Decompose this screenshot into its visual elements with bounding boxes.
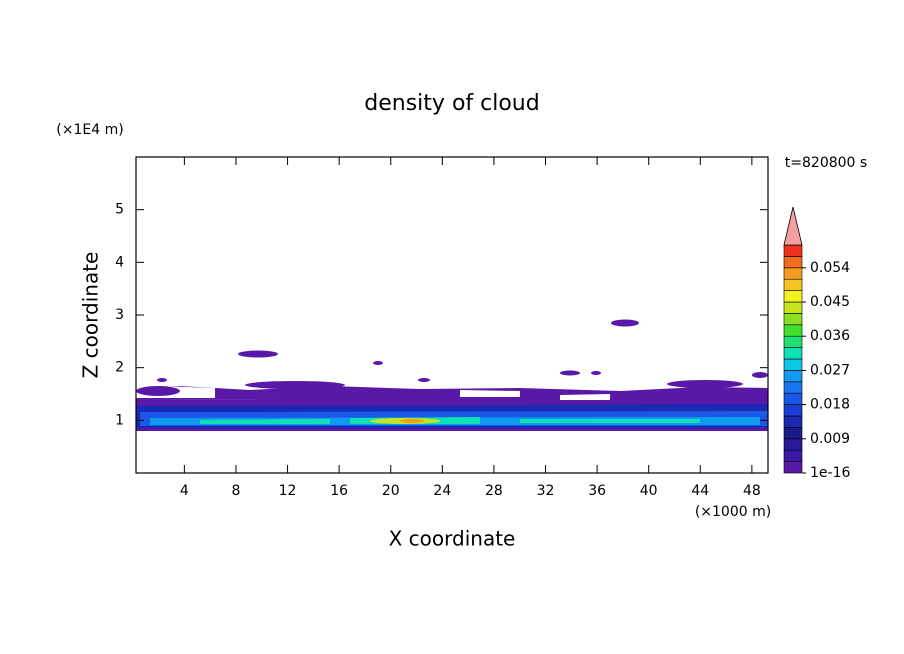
- colorbar-level: [783, 335, 803, 348]
- gap: [460, 390, 610, 400]
- x-tick-label: 20: [382, 483, 400, 499]
- colorbar-tick-label: 0.045: [810, 294, 850, 310]
- cloud-blob: [245, 381, 345, 389]
- x-tick-label: 16: [330, 483, 348, 499]
- x-tick-label: 28: [485, 483, 503, 499]
- colorbar-level: [783, 290, 803, 303]
- colorbar-level: [783, 244, 803, 257]
- cloud-blob: [136, 386, 180, 396]
- colorbar-level: [783, 256, 803, 269]
- x-tick-label: 36: [588, 483, 606, 499]
- colorbar-level: [783, 370, 803, 383]
- colorbar-level: [783, 267, 803, 280]
- cloud-blob: [157, 378, 167, 382]
- y-tick-label: 2: [115, 360, 124, 376]
- cloud-blob: [667, 380, 743, 388]
- colorbar-level: [783, 427, 803, 440]
- cloud-blob: [373, 361, 383, 365]
- x-axis-label: X coordinate: [389, 527, 516, 551]
- colorbar-level: [783, 324, 803, 337]
- cloud-core: [400, 419, 424, 423]
- cloud-blob: [238, 350, 278, 358]
- cloud-layer: [200, 417, 700, 424]
- colorbar-level: [783, 438, 803, 451]
- colorbar-tick-label: 0.009: [810, 431, 850, 447]
- colorbar-tick-label: 1e-16: [810, 465, 850, 481]
- colorbar-level: [783, 404, 803, 417]
- cloud-blob: [591, 371, 601, 375]
- y-tick-label: 4: [115, 254, 124, 270]
- colorbar-level: [783, 301, 803, 314]
- colorbar-level: [783, 449, 803, 462]
- colorbar-level: [783, 392, 803, 405]
- chart-title: density of cloud: [364, 91, 539, 116]
- cloud-field: [136, 319, 768, 431]
- cloud-blob: [560, 370, 580, 376]
- x-tick-label: 32: [537, 483, 555, 499]
- colorbar-level: [783, 347, 803, 360]
- cloud-blob: [611, 319, 639, 327]
- colorbar-level: [783, 358, 803, 371]
- x-tick-label: 24: [433, 483, 451, 499]
- y-tick-label: 5: [115, 202, 124, 218]
- y-axis-label: Z coordinate: [79, 252, 103, 379]
- y-unit: (×1E4 m): [56, 122, 123, 138]
- cloud-blob: [752, 372, 768, 378]
- x-unit: (×1000 m): [695, 504, 771, 520]
- colorbar-tick-label: 0.027: [810, 362, 850, 378]
- x-tick-label: 8: [231, 483, 240, 499]
- y-tick-label: 1: [115, 412, 124, 428]
- colorbar-level: [783, 313, 803, 326]
- colorbar-level: [783, 278, 803, 291]
- x-tick-label: 40: [640, 483, 658, 499]
- colorbar-tick-label: 0.018: [810, 397, 850, 413]
- colorbar-tick-label: 0.036: [810, 328, 850, 344]
- colorbar-level: [783, 461, 803, 474]
- y-tick-label: 3: [115, 307, 124, 323]
- x-tick-label: 4: [180, 483, 189, 499]
- colorbar-level: [783, 415, 803, 428]
- x-tick-label: 48: [743, 483, 761, 499]
- cloud-blob: [418, 378, 430, 382]
- colorbar-extension: [783, 206, 803, 246]
- cloud-layer: [136, 386, 768, 400]
- time-label: t=820800 s: [785, 155, 867, 171]
- x-tick-label: 44: [691, 483, 709, 499]
- colorbar-level: [783, 381, 803, 394]
- colorbar-tick-label: 0.054: [810, 260, 850, 276]
- x-tick-label: 12: [279, 483, 297, 499]
